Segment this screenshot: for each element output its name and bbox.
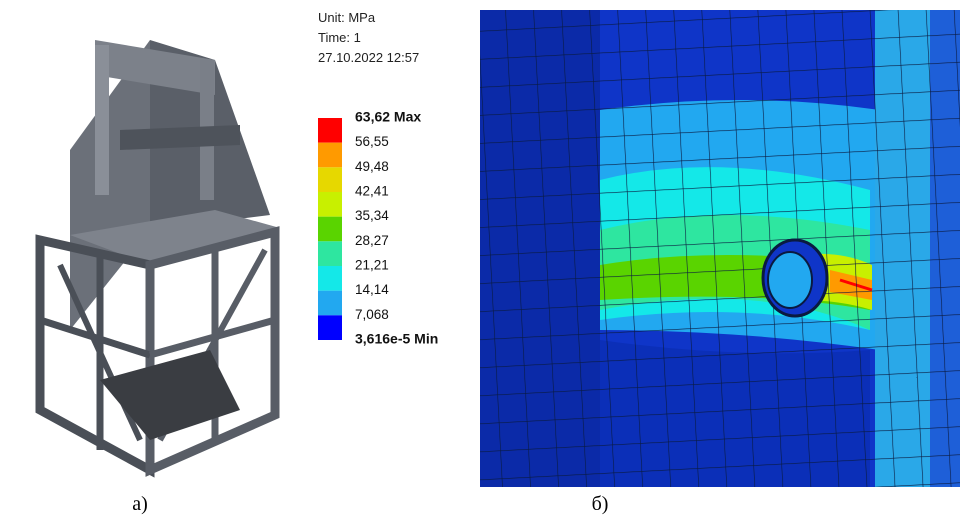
info-line: 27.10.2022 12:57	[318, 50, 419, 65]
legend-swatch	[318, 241, 342, 266]
figure: Unit: MPa Time: 1 27.10.2022 12:57 63,62 M…	[0, 0, 960, 518]
cad-frame-image	[40, 40, 280, 470]
legend-swatch	[318, 143, 342, 168]
legend-swatch	[318, 291, 342, 316]
caption: а)	[132, 493, 148, 515]
legend-label: 35,34	[355, 208, 389, 223]
legend-label: 63,62 Max	[355, 109, 421, 125]
legend-label: 56,55	[355, 134, 389, 149]
legend-label: 21,21	[355, 258, 389, 273]
legend-swatch	[318, 167, 342, 192]
legend-label: 28,27	[355, 233, 389, 248]
legend-label: 7,068	[355, 307, 389, 322]
legend-label: 14,14	[355, 282, 389, 297]
legend-label: 42,41	[355, 184, 389, 199]
legend-swatch	[318, 266, 342, 291]
info-line: Time: 1	[318, 30, 361, 45]
legend-label: 3,616e-5 Min	[355, 331, 438, 347]
fea-result-image	[480, 10, 960, 487]
legend-swatch	[318, 192, 342, 217]
info-line: Unit: MPa	[318, 10, 376, 25]
caption: б)	[592, 493, 609, 515]
legend-swatch	[318, 315, 342, 340]
legend-swatch	[318, 217, 342, 242]
legend-swatch	[318, 118, 342, 143]
legend-label: 49,48	[355, 159, 389, 174]
